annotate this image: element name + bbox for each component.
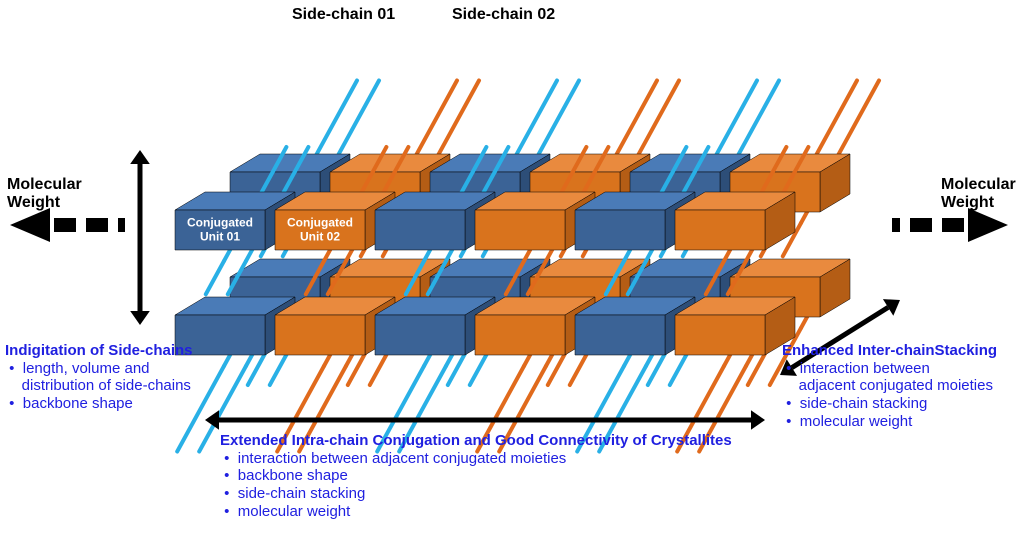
annotation-left-bullet-1: • backbone shape [5, 395, 193, 413]
mw-right: Molecular Weight [941, 176, 1016, 213]
annotation-right-bullet-0: • interaction between adjacent conjugate… [782, 360, 997, 395]
label-side_chain_01: Side-chain 01 [292, 6, 395, 24]
annotation-left-title: Indigitation of Side-chains [5, 342, 193, 360]
annotation-bottom-bullet-3: • molecular weight [220, 503, 732, 521]
annotation-right-title: Enhanced Inter-chainStacking [782, 342, 997, 360]
mw-left: Molecular Weight [7, 176, 82, 213]
annotation-left: Indigitation of Side-chains • length, vo… [5, 342, 193, 413]
svg-text:Unit 02: Unit 02 [300, 229, 340, 243]
annotation-right-bullet-2: • molecular weight [782, 413, 997, 431]
svg-text:Unit 01: Unit 01 [200, 229, 240, 243]
svg-text:Conjugated: Conjugated [287, 216, 353, 230]
diagram-stage: ConjugatedUnit 01ConjugatedUnit 02 Side-… [0, 0, 1024, 538]
annotation-bottom: Extended Intra-chain Conjugation and Goo… [220, 432, 732, 521]
annotation-left-bullet-0: • length, volume and distribution of sid… [5, 360, 193, 395]
annotation-bottom-bullet-2: • side-chain stacking [220, 485, 732, 503]
annotation-bottom-bullet-1: • backbone shape [220, 467, 732, 485]
annotation-bottom-title: Extended Intra-chain Conjugation and Goo… [220, 432, 732, 450]
annotation-right-bullet-1: • side-chain stacking [782, 395, 997, 413]
svg-text:Conjugated: Conjugated [187, 216, 253, 230]
annotation-right: Enhanced Inter-chainStacking • interacti… [782, 342, 997, 431]
annotation-bottom-bullet-0: • interaction between adjacent conjugate… [220, 450, 732, 468]
label-side_chain_02: Side-chain 02 [452, 6, 555, 24]
